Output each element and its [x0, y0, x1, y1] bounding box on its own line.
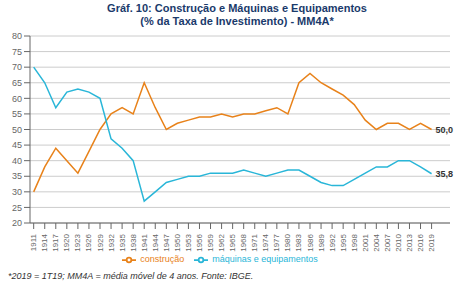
svg-text:1956: 1956 [195, 233, 204, 251]
svg-text:1965: 1965 [228, 233, 237, 251]
svg-text:45: 45 [12, 140, 22, 150]
svg-text:2013: 2013 [405, 233, 414, 251]
svg-text:1959: 1959 [206, 233, 215, 251]
svg-text:1941: 1941 [140, 233, 149, 251]
svg-text:2010: 2010 [394, 233, 403, 251]
svg-text:1974: 1974 [261, 233, 270, 251]
svg-text:2004: 2004 [372, 233, 381, 251]
svg-text:1923: 1923 [73, 233, 82, 251]
svg-text:1914: 1914 [40, 233, 49, 251]
svg-text:1950: 1950 [173, 233, 182, 251]
svg-text:65: 65 [12, 78, 22, 88]
svg-text:1929: 1929 [96, 233, 105, 251]
svg-text:1926: 1926 [84, 233, 93, 251]
svg-text:1983: 1983 [294, 233, 303, 251]
svg-text:35,8: 35,8 [436, 169, 454, 179]
svg-text:50,0: 50,0 [436, 125, 454, 135]
svg-text:1944: 1944 [151, 233, 160, 251]
html-text:máquinas e equipamentos: máquinas e equipamentos [212, 254, 318, 265]
svg-text:70: 70 [12, 62, 22, 72]
svg-text:2001: 2001 [361, 233, 370, 251]
html-text:*2019 = 1T19; MM4A = média móv: *2019 = 1T19; MM4A = média móvel de 4 an… [8, 271, 254, 281]
svg-text:30: 30 [12, 187, 22, 197]
svg-text:1971: 1971 [250, 233, 259, 251]
svg-text:60: 60 [12, 94, 22, 104]
html-text:(% da Taxa de Investimento) -: (% da Taxa de Investimento) - MM4A* [140, 15, 334, 27]
svg-text:1980: 1980 [283, 233, 292, 251]
svg-text:1977: 1977 [272, 233, 281, 251]
svg-text:1995: 1995 [339, 233, 348, 251]
svg-text:25: 25 [12, 203, 22, 213]
svg-text:1968: 1968 [239, 233, 248, 251]
svg-text:1986: 1986 [306, 233, 315, 251]
svg-text:1989: 1989 [317, 233, 326, 251]
svg-text:2007: 2007 [383, 233, 392, 251]
svg-text:55: 55 [12, 109, 22, 119]
svg-text:1911: 1911 [29, 233, 38, 251]
html-text:construção: construção [140, 254, 185, 265]
svg-text:1947: 1947 [162, 233, 171, 251]
svg-text:2019: 2019 [427, 233, 436, 251]
svg-text:1932: 1932 [107, 233, 116, 251]
svg-text:2016: 2016 [416, 233, 425, 251]
svg-text:1992: 1992 [328, 233, 337, 251]
svg-text:1962: 1962 [217, 233, 226, 251]
svg-text:1917: 1917 [51, 233, 60, 251]
svg-text:20: 20 [12, 218, 22, 228]
svg-text:1938: 1938 [129, 233, 138, 251]
svg-text:40: 40 [12, 156, 22, 166]
svg-text:80: 80 [12, 31, 22, 41]
svg-text:75: 75 [12, 47, 22, 57]
html-text:Gráf. 10: Construção e Máquina: Gráf. 10: Construção e Máquinas e Equipa… [107, 2, 367, 14]
svg-text:1935: 1935 [118, 233, 127, 251]
svg-text:35: 35 [12, 171, 22, 181]
svg-text:50: 50 [12, 125, 22, 135]
svg-text:1920: 1920 [62, 233, 71, 251]
svg-text:1998: 1998 [350, 233, 359, 251]
svg-text:1953: 1953 [184, 233, 193, 251]
